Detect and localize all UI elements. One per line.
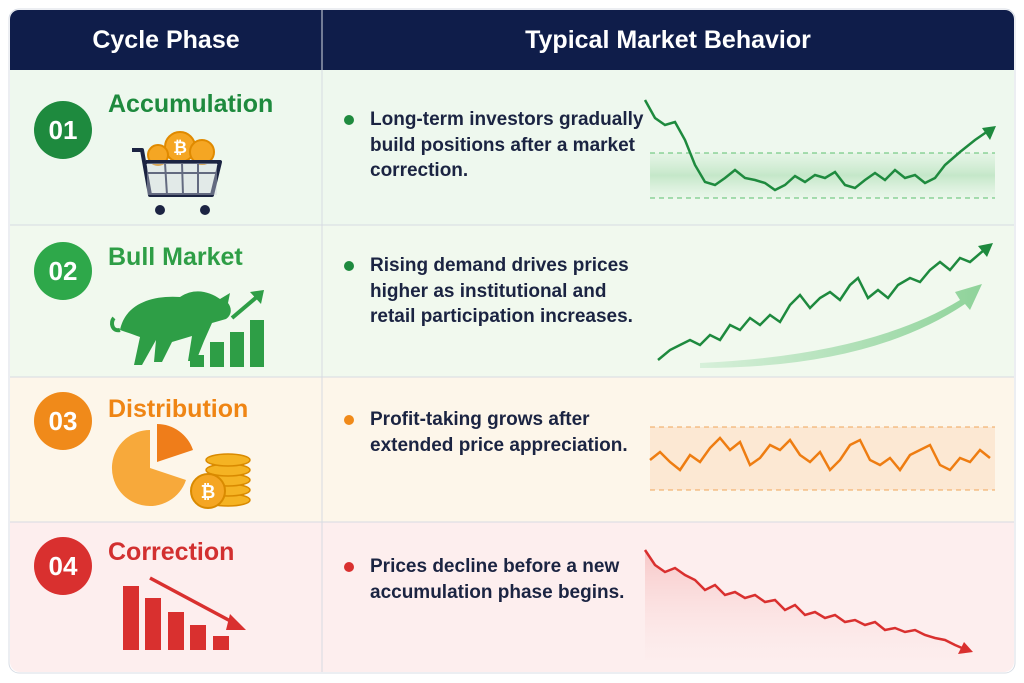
row-number: 01 xyxy=(48,115,78,145)
decline-icon xyxy=(123,576,246,650)
dividers xyxy=(10,10,1014,672)
distribution-sparkline xyxy=(649,426,995,491)
phase-name: Accumulation xyxy=(108,90,274,118)
phase-name: Correction xyxy=(108,538,235,566)
bull-icon xyxy=(110,290,264,367)
accumulation-sparkline xyxy=(643,99,996,199)
bullet xyxy=(344,562,354,572)
phase-description: Prices decline before a new accumulation… xyxy=(370,556,625,603)
phase-name: Bull Market xyxy=(108,243,243,271)
number-badge xyxy=(34,101,92,159)
phase-description: Long-term investors gradually build posi… xyxy=(370,109,644,181)
svg-text:₿: ₿ xyxy=(173,138,187,157)
column-header: Typical Market Behavior xyxy=(525,26,811,54)
column-header: Cycle Phase xyxy=(92,26,240,54)
bullet xyxy=(344,415,354,425)
row-number: 02 xyxy=(48,256,78,286)
row-number: 04 xyxy=(48,551,78,581)
phase-description: Rising demand drives prices higher as in… xyxy=(370,255,633,327)
phase-description: Profit-taking grows after extended price… xyxy=(370,409,628,456)
bullet xyxy=(344,115,354,271)
number-badge xyxy=(34,242,92,300)
correction-sparkline xyxy=(643,549,973,660)
header-bar xyxy=(10,10,1014,70)
svg-text:₿: ₿ xyxy=(201,482,216,502)
row-number: 03 xyxy=(48,406,78,436)
number-badge xyxy=(34,537,92,595)
phase-name: Distribution xyxy=(108,395,249,423)
bull-sparkline xyxy=(657,243,993,368)
cart-icon: ₿ xyxy=(132,131,222,215)
pie-icon: ₿ xyxy=(111,424,251,509)
number-badge xyxy=(34,392,92,450)
